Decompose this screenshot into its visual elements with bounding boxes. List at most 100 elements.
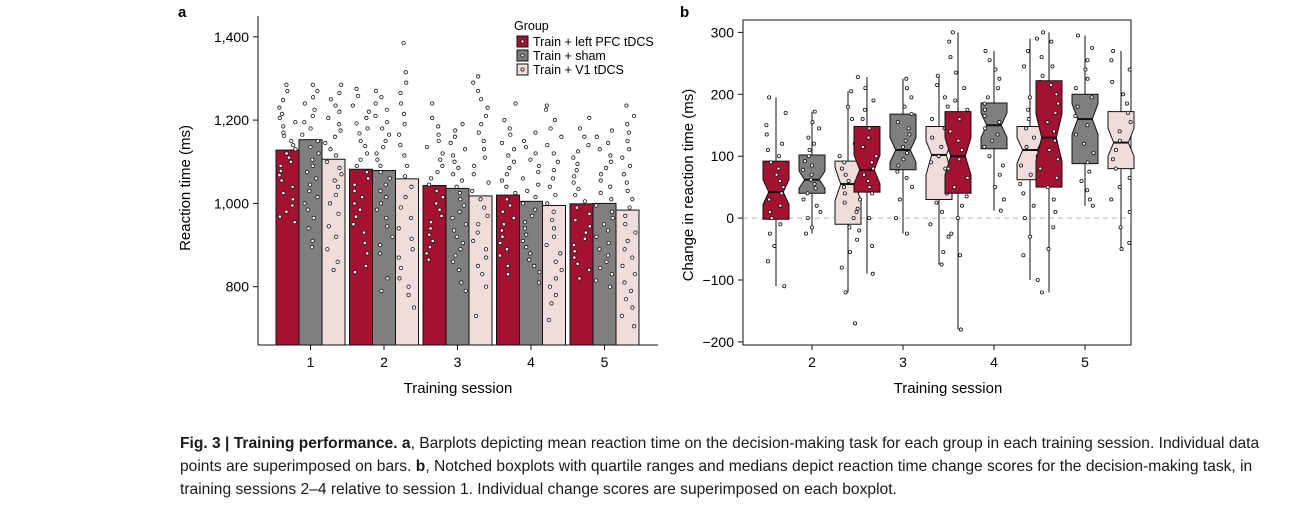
data-point-sham <box>457 190 462 196</box>
data-point-sham <box>520 201 526 206</box>
change-score-point-sham <box>813 186 818 191</box>
change-score-point-sham <box>801 197 806 202</box>
change-score-point-pfc <box>1041 30 1046 35</box>
data-point-v1 <box>631 324 637 329</box>
data-point-pfc <box>505 272 511 277</box>
data-point-v1 <box>331 267 336 273</box>
caption-label: Fig. 3 | Training performance. <box>180 435 398 452</box>
change-score-point-pfc <box>769 216 774 221</box>
data-point-sham <box>384 107 389 112</box>
data-point-v1 <box>627 163 633 169</box>
data-point-pfc <box>363 263 368 268</box>
change-score-point-pfc <box>867 216 872 221</box>
data-point-sham <box>310 238 315 243</box>
change-score-point-pfc <box>870 191 875 196</box>
change-score-point-v1 <box>1119 247 1124 252</box>
data-point-sham <box>315 195 320 200</box>
change-score-point-sham <box>810 163 815 168</box>
change-score-point-v1 <box>1110 79 1115 84</box>
panel-a-x-axis-label: Training session <box>404 380 513 397</box>
change-score-point-pfc <box>860 117 865 122</box>
change-score-point-pfc <box>953 98 958 103</box>
data-point-pfc <box>438 157 443 162</box>
change-score-point-pfc <box>1039 290 1044 295</box>
data-point-v1 <box>544 103 549 108</box>
change-score-point-v1 <box>1113 147 1118 152</box>
change-score-point-sham <box>1087 169 1092 174</box>
data-point-pfc <box>571 242 577 248</box>
data-point-v1 <box>339 172 344 177</box>
change-score-point-v1 <box>1035 277 1040 282</box>
data-point-v1 <box>471 172 476 177</box>
data-point-v1 <box>479 97 484 102</box>
data-point-sham <box>378 188 383 194</box>
panel-a-axes: 800 1,000 1,200 1,400 1 2 3 4 5 <box>214 16 658 370</box>
change-score-point-pfc <box>765 147 770 152</box>
data-point-v1 <box>630 197 635 202</box>
data-point-sham <box>381 145 386 150</box>
change-score-point-v1 <box>1034 36 1039 41</box>
data-point-pfc <box>440 195 445 200</box>
data-point-sham <box>373 101 378 106</box>
data-point-sham <box>307 182 313 187</box>
change-score-point-sham <box>897 197 902 202</box>
change-score-point-sham <box>801 167 806 172</box>
panel-a-y-tick-label: 800 <box>226 279 250 295</box>
data-point-v1 <box>337 122 342 127</box>
data-point-v1 <box>627 147 632 152</box>
data-point-sham <box>528 157 533 162</box>
data-point-pfc <box>429 176 434 181</box>
boxplot-pfc-session-5 <box>1035 80 1063 188</box>
figure-caption: Fig. 3 | Training performance. a, Barplo… <box>180 432 1300 501</box>
change-score-point-pfc <box>957 157 962 162</box>
boxplot-pfc-session-3 <box>853 126 881 193</box>
panel-a-x-tick-label: 5 <box>601 354 609 370</box>
data-point-v1 <box>626 130 631 135</box>
data-point-sham <box>452 159 457 164</box>
data-point-v1 <box>475 263 481 268</box>
change-score-point-v1 <box>942 95 947 100</box>
boxplot-v1-session-2 <box>834 160 862 225</box>
data-point-v1 <box>398 265 404 271</box>
data-point-sham <box>385 120 390 125</box>
change-score-point-v1 <box>842 200 847 205</box>
data-point-v1 <box>555 159 560 164</box>
change-score-point-pfc <box>1054 175 1059 180</box>
data-point-sham <box>308 145 313 150</box>
data-point-pfc <box>436 132 441 137</box>
change-score-point-sham <box>806 135 811 140</box>
change-score-point-pfc <box>952 185 957 190</box>
data-point-pfc <box>288 159 293 164</box>
data-point-pfc <box>426 182 432 187</box>
data-point-v1 <box>404 80 409 85</box>
data-point-v1 <box>628 288 634 293</box>
data-point-sham <box>385 276 390 281</box>
data-point-pfc <box>511 215 516 221</box>
change-score-point-v1 <box>841 185 846 190</box>
data-point-v1 <box>480 272 485 277</box>
change-score-point-sham <box>1091 151 1096 156</box>
change-score-point-pfc <box>866 178 871 183</box>
change-score-point-v1 <box>1022 64 1027 69</box>
change-score-point-v1 <box>939 262 944 267</box>
change-score-point-sham <box>817 126 822 131</box>
data-point-v1 <box>481 138 486 144</box>
change-score-point-sham <box>909 95 914 100</box>
change-score-point-pfc <box>965 107 970 112</box>
data-point-v1 <box>406 284 411 289</box>
change-score-point-pfc <box>949 231 954 236</box>
data-point-v1 <box>401 40 406 46</box>
data-point-sham <box>377 251 383 256</box>
change-score-point-v1 <box>843 172 848 177</box>
change-score-point-sham <box>985 95 990 100</box>
caption-a-text: , Barplots depicting mean reaction time … <box>180 435 1260 475</box>
change-score-point-sham <box>901 157 906 162</box>
data-point-pfc <box>500 209 505 214</box>
data-point-pfc <box>504 184 509 189</box>
data-point-v1 <box>545 143 550 148</box>
data-point-pfc <box>439 213 444 218</box>
data-point-v1 <box>553 292 558 298</box>
data-point-pfc <box>354 121 359 126</box>
data-point-v1 <box>403 70 408 75</box>
change-score-point-sham <box>904 231 909 236</box>
